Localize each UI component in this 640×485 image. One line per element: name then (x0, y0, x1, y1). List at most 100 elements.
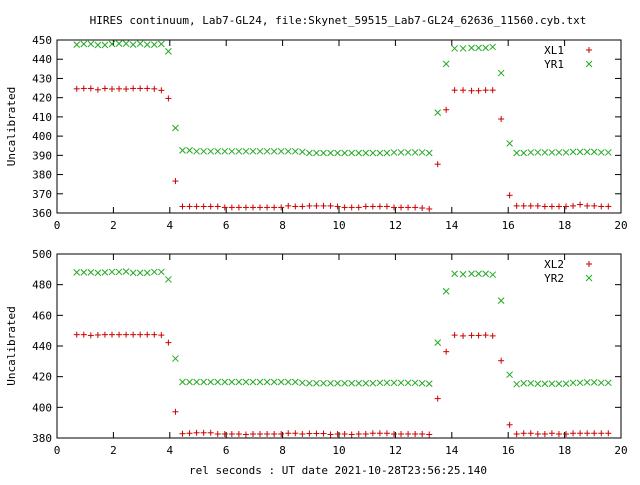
data-point (362, 203, 369, 210)
cross-stroke (136, 40, 144, 48)
data-point (534, 431, 541, 438)
data-point (299, 203, 306, 210)
cross-stroke (270, 147, 278, 155)
data-point (426, 431, 433, 438)
data-point (108, 268, 116, 276)
cross-stroke (527, 149, 535, 156)
cross-stroke (108, 40, 116, 48)
data-point (136, 40, 144, 48)
data-point (376, 149, 384, 157)
cross-stroke (101, 41, 109, 49)
data-point (563, 203, 570, 210)
data-point (513, 431, 520, 438)
data-point (534, 202, 541, 209)
data-point (291, 147, 299, 155)
data-point (320, 379, 327, 387)
cross-stroke (179, 378, 186, 386)
data-point (412, 204, 419, 211)
cross-stroke (73, 269, 81, 276)
data-point (129, 269, 137, 277)
data-point (605, 430, 612, 437)
x-tick-label: 18 (558, 444, 571, 457)
cross-stroke (597, 149, 605, 156)
x-tick-label: 4 (166, 444, 173, 457)
x-tick-label: 4 (166, 219, 173, 232)
data-point (285, 430, 292, 437)
data-point (451, 332, 458, 339)
data-point (144, 85, 151, 92)
data-point (348, 204, 355, 211)
data-point (506, 421, 513, 428)
data-point (94, 331, 101, 338)
cross-stroke (334, 379, 341, 387)
cross-stroke (369, 149, 377, 157)
data-point (383, 203, 390, 210)
cross-stroke (122, 40, 130, 48)
data-point (157, 40, 165, 48)
data-point (348, 379, 356, 387)
cross-stroke (451, 45, 458, 52)
data-point (513, 380, 521, 388)
data-point (108, 86, 115, 93)
data-point (475, 44, 482, 52)
data-point (73, 331, 80, 338)
legend-marker (586, 261, 592, 267)
data-point (541, 380, 549, 388)
data-point (583, 378, 591, 386)
x-tick-label: 6 (223, 219, 230, 232)
data-point (390, 149, 398, 156)
y-tick-label: 500 (32, 248, 52, 261)
cross-stroke (157, 40, 165, 48)
data-point (513, 149, 521, 157)
data-point (207, 378, 215, 386)
data-point (130, 85, 137, 92)
data-point (327, 431, 334, 438)
data-point (597, 379, 605, 387)
data-point (101, 331, 108, 338)
x-tick-label: 16 (502, 219, 515, 232)
data-point (257, 431, 264, 438)
cross-stroke (94, 41, 102, 49)
cross-stroke (397, 379, 405, 387)
legend-label: XL2 (544, 258, 564, 271)
data-point (242, 204, 249, 211)
cross-stroke (277, 147, 285, 155)
cross-stroke (291, 147, 299, 155)
data-point (497, 69, 505, 77)
data-point (193, 378, 200, 386)
cross-stroke (506, 140, 513, 147)
chart-title: HIRES continuum, Lab7-GL24, file:Skynet_… (90, 14, 587, 27)
cross-stroke (397, 149, 405, 156)
data-point (397, 379, 405, 387)
data-point (527, 379, 535, 387)
cross-stroke (555, 380, 563, 388)
y-tick-label: 440 (32, 340, 52, 353)
cross-stroke (590, 148, 598, 156)
y-tick-label: 400 (32, 401, 52, 414)
y-tick-label: 420 (32, 371, 52, 384)
cross-stroke (513, 380, 521, 388)
data-point (362, 379, 370, 387)
cross-stroke (165, 47, 172, 55)
data-point (221, 204, 228, 211)
data-point (434, 109, 442, 117)
data-point (506, 140, 513, 147)
data-point (520, 379, 528, 387)
data-point (569, 379, 577, 387)
data-point (271, 431, 278, 438)
cross-stroke (562, 149, 570, 156)
data-point (271, 204, 278, 211)
data-point (108, 40, 116, 48)
cross-stroke (425, 149, 433, 157)
data-point (263, 378, 271, 386)
cross-stroke (541, 380, 549, 388)
y-tick-label: 460 (32, 309, 52, 322)
data-point (355, 204, 362, 211)
cross-stroke (228, 378, 236, 386)
data-point (411, 149, 419, 156)
cross-stroke (497, 69, 505, 77)
cross-stroke (150, 268, 158, 276)
data-point (157, 268, 165, 276)
cross-stroke (489, 271, 497, 279)
data-point (418, 379, 426, 387)
